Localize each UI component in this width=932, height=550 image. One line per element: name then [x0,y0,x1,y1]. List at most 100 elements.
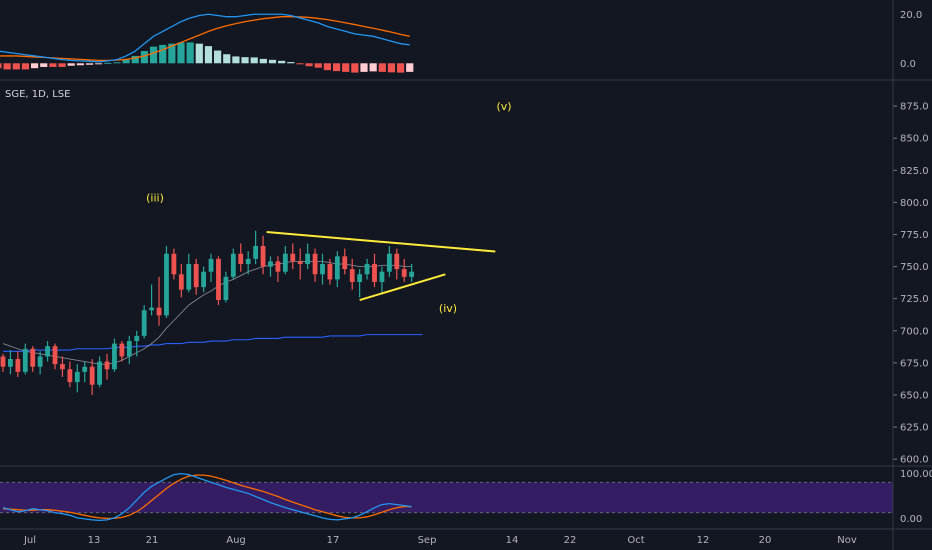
symbol-label: SGE, 1D, LSE [5,89,70,100]
rsi-panel[interactable]: 100.00 0.00 [0,469,932,525]
candle-body-48 [357,274,363,282]
macd-hist-bar-2 [12,63,20,70]
x-tick-label-7: 22 [564,535,577,546]
macd-hist-bar-29 [259,58,267,64]
candle-body-7 [52,346,58,365]
macd-hist-bar-3 [21,63,30,70]
candle-body-31 [230,253,236,277]
candle-body-4 [30,348,36,367]
macd-hist-bar-45 [406,63,414,72]
rsi-y-tick-0: 0.00 [900,514,922,525]
candle-body-53 [394,253,400,270]
candle-body-34 [253,246,259,259]
candle-body-44 [327,264,333,280]
macd-hist-bar-42 [378,63,386,72]
macd-hist-bar-21 [186,42,194,64]
candle-body-47 [349,269,355,282]
candle-body-9 [67,369,73,383]
candle-body-10 [74,371,80,383]
candle-body-20 [149,307,154,311]
macd-signal-line [0,16,410,61]
macd-hist-bar-1 [3,63,11,70]
macd-y-axis: 20.0 0.0 [900,10,922,70]
x-tick-label-3: Aug [226,535,246,546]
symbol-name: SGE [5,89,25,100]
macd-hist-bar-14 [122,59,130,64]
x-tick-label-8: Oct [627,535,644,546]
triangle-upper-trendline[interactable] [266,231,496,253]
rsi-y-tick-100: 100.00 [900,469,932,480]
candle-body-51 [379,271,385,282]
price-tick-label-10: 625.0 [900,423,929,434]
candle-body-52 [386,253,392,272]
macd-histogram [0,42,414,73]
wave-label-v: (v) [496,100,511,113]
x-tick-label-2: 21 [146,535,159,546]
price-panel[interactable]: SGE, 1D, LSE (iii) (v) (iv) 875.0 850.0 82… [0,89,929,466]
price-tick-label-0: 875.0 [900,102,929,113]
candle-body-41 [305,253,311,265]
price-tick-label-5: 750.0 [900,262,929,273]
triangle-lower-trendline[interactable] [359,273,446,302]
macd-hist-bar-39 [351,63,359,73]
candle-body-33 [245,258,251,265]
candle-body-42 [312,253,318,275]
candle-body-11 [82,366,88,372]
candle-body-36 [268,261,273,267]
candle-body-15 [112,343,117,370]
x-tick-label-1: 13 [88,535,101,546]
macd-hist-bar-10 [85,63,94,65]
candle-body-25 [186,264,192,290]
x-tick-label-5: Sep [418,535,437,546]
price-tick-label-7: 700.0 [900,326,929,337]
price-tick-label-3: 800.0 [900,198,929,209]
candle-body-17 [126,341,132,357]
candle-body-37 [275,261,281,272]
candle-body-16 [119,343,125,357]
x-tick-label-0: Jul [23,535,36,546]
candle-body-35 [260,246,266,267]
price-y-axis[interactable]: 875.0 850.0 825.0 800.0 775.0 750.0 725.0 700.0… [893,102,929,466]
candle-body-27 [201,271,207,288]
macd-hist-bar-41 [369,63,377,72]
macd-y-tick-0: 0.0 [900,59,916,70]
candle-body-19 [141,310,147,336]
rsi-y-axis: 100.00 0.00 [900,469,932,525]
candle-body-29 [216,258,221,300]
macd-hist-bar-0 [0,63,2,69]
candle-body-26 [193,264,199,288]
candle-body-32 [238,253,244,265]
macd-hist-bar-33 [296,63,304,65]
macd-hist-bar-35 [314,63,322,68]
candle-body-38 [282,253,288,272]
macd-hist-bar-34 [305,63,313,67]
macd-hist-bar-36 [323,63,331,71]
candle-body-1 [8,359,13,367]
price-tick-label-8: 675.0 [900,358,929,369]
macd-hist-bar-31 [278,60,286,64]
candle-body-12 [89,366,95,385]
x-tick-label-4: 17 [327,535,340,546]
time-x-axis[interactable]: Jul 13 21 Aug 17 Sep 14 22 Oct 12 20 Nov [23,535,857,546]
macd-hist-bar-6 [49,63,57,67]
price-tick-label-4: 775.0 [900,230,929,241]
candle-body-50 [372,264,377,282]
macd-y-tick-20: 20.0 [900,10,922,21]
wave-label-iv: (iv) [439,302,457,315]
rsi-band [0,482,893,513]
candle-body-49 [364,264,370,275]
macd-hist-bar-23 [204,46,213,64]
price-tick-label-1: 850.0 [900,134,929,145]
macd-hist-bar-17 [149,46,158,64]
symbol-sep-2: , [46,89,52,100]
wave-labels: (iii) (v) (iv) [146,100,511,315]
macd-hist-bar-32 [287,62,295,64]
macd-hist-bar-25 [223,54,231,64]
candle-body-54 [401,269,407,277]
macd-hist-bar-11 [95,63,103,65]
candle-body-39 [290,253,296,262]
macd-hist-bar-44 [397,63,405,73]
macd-panel[interactable]: 20.0 0.0 [0,10,922,73]
macd-hist-bar-38 [342,63,350,72]
